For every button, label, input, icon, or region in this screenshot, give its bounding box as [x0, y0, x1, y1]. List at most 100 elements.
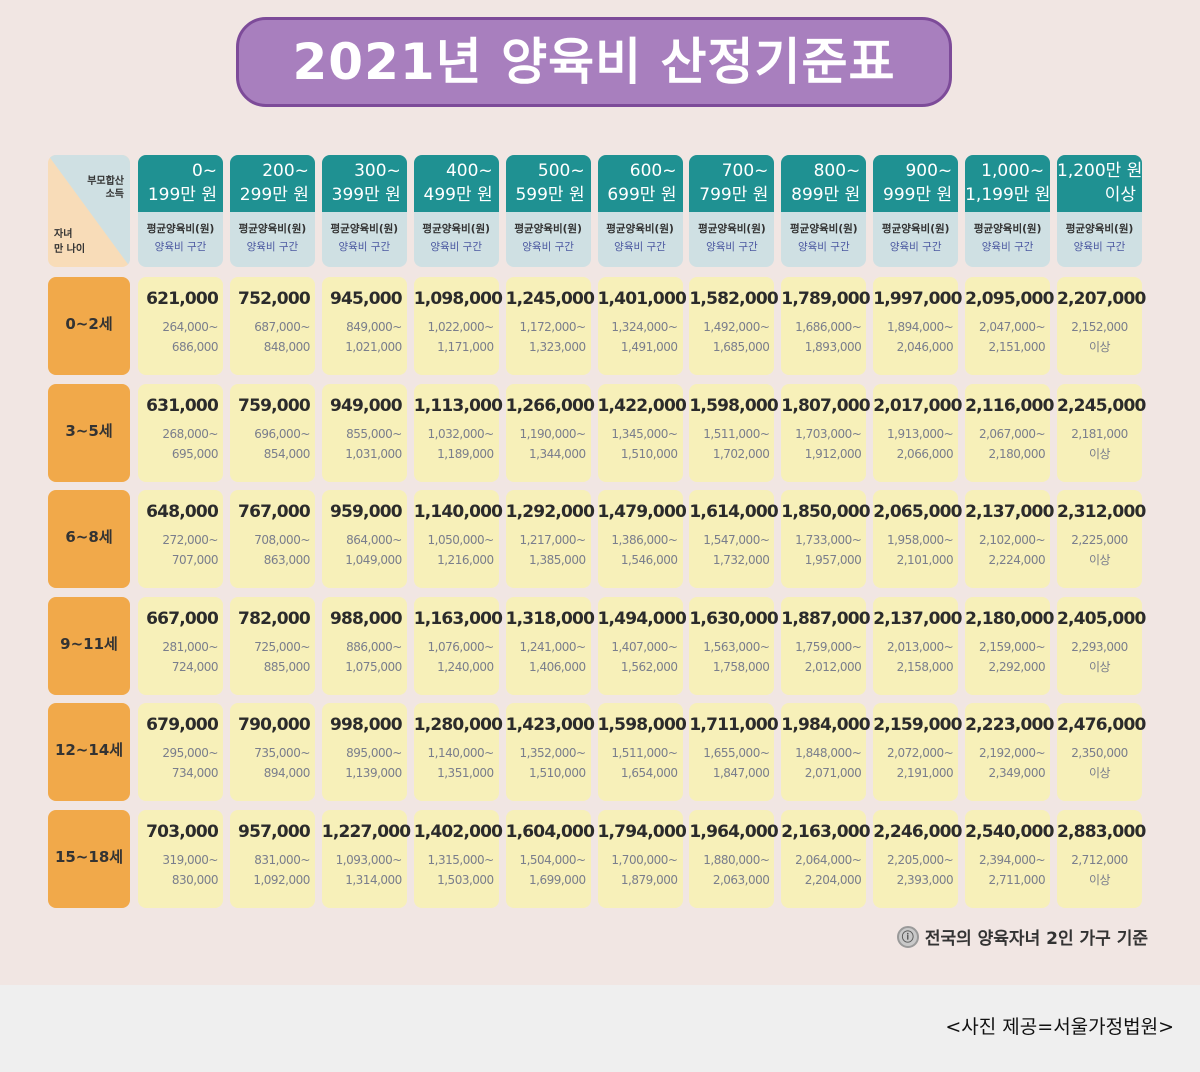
- table-cell: 667,000 281,000~ 724,000: [138, 596, 223, 695]
- support-range-label: 양육비 구간: [430, 241, 482, 253]
- average-support: 1,984,000: [781, 715, 870, 736]
- table-cell: 2,116,000 2,067,000~ 2,180,000: [965, 383, 1054, 482]
- range-from: 1,733,000~: [795, 533, 862, 548]
- footnote-text: 전국의 양육자녀 2인 가구 기준: [924, 929, 1148, 949]
- support-range: 886,000~ 1,075,000: [322, 637, 402, 677]
- range-from: 2,013,000~: [887, 639, 954, 654]
- support-range: 1,241,000~ 1,406,000: [506, 637, 586, 677]
- table-cell: 988,000 886,000~ 1,075,000: [321, 596, 407, 695]
- income-bracket-line1: 500~: [537, 161, 585, 181]
- avg-support-label: 평균양육비(원): [1065, 223, 1134, 235]
- income-bracket-line1: 700~: [721, 161, 769, 181]
- range-from: 2,192,000~: [978, 746, 1046, 761]
- table-cell: 2,246,000 2,205,000~ 2,393,000: [873, 810, 963, 908]
- table-cell: 1,245,000 1,172,000~ 1,323,000: [505, 277, 595, 375]
- avg-support-label: 평균양육비(원): [422, 223, 490, 235]
- range-from: 2,712,000: [1071, 853, 1128, 867]
- range-to: 1,847,000: [712, 766, 770, 781]
- income-bracket-line1: 1,000~: [981, 161, 1045, 181]
- average-support: 1,163,000: [413, 608, 503, 629]
- support-range: 1,190,000~ 1,344,000: [506, 424, 586, 464]
- range-to: 1,503,000: [437, 873, 494, 887]
- income-bracket: 300~ 399만 원: [321, 155, 407, 212]
- support-range: 1,093,000~ 1,314,000: [322, 850, 403, 890]
- age-group-label: 15~18세: [48, 810, 130, 908]
- income-bracket-line1: 300~: [354, 161, 401, 181]
- average-support: 1,423,000: [505, 715, 595, 736]
- range-to: 686,000: [171, 340, 219, 354]
- range-to: 1,702,000: [712, 446, 770, 461]
- support-range: 2,047,000~ 2,151,000: [965, 317, 1046, 357]
- range-to: 2,158,000: [896, 659, 954, 674]
- range-from: 2,350,000: [1071, 746, 1128, 761]
- income-bracket-line2: 399만 원: [331, 185, 401, 205]
- range-from: 319,000~: [162, 853, 218, 867]
- support-range: 2,064,000~ 2,204,000: [781, 850, 862, 890]
- range-to: 1,879,000: [620, 873, 678, 887]
- income-bracket-line2: 299만 원: [239, 185, 309, 205]
- range-to: 1,510,000: [529, 766, 586, 781]
- table-cell: 790,000 735,000~ 894,000: [229, 703, 315, 802]
- average-support: 648,000: [146, 502, 219, 523]
- range-to: 1,139,000: [345, 766, 402, 781]
- table-cell: 1,401,000 1,324,000~ 1,491,000: [597, 277, 687, 375]
- income-bracket-line2: 799만 원: [699, 185, 769, 205]
- table-cell: 648,000 272,000~ 707,000: [138, 490, 223, 589]
- avg-support-label: 평균양육비(원): [146, 223, 215, 235]
- support-range: 864,000~ 1,049,000: [322, 530, 402, 570]
- average-support: 1,850,000: [781, 502, 870, 523]
- range-from: 1,190,000~: [519, 426, 586, 441]
- support-range: 1,032,000~ 1,189,000: [414, 424, 495, 464]
- support-range-label: 양육비 구간: [614, 241, 666, 253]
- table-cell: 1,850,000 1,733,000~ 1,957,000: [781, 490, 871, 589]
- table-cell: 1,163,000 1,076,000~ 1,240,000: [413, 596, 503, 695]
- support-range-label: 양육비 구간: [889, 241, 942, 253]
- average-support: 949,000: [329, 395, 403, 416]
- table-cell: 621,000 264,000~ 686,000: [138, 277, 223, 375]
- income-bracket: 900~ 999만 원: [873, 155, 959, 212]
- income-column-header: 400~ 499만 원 평균양육비(원) 양육비 구간: [413, 155, 499, 267]
- support-range: 895,000~ 1,139,000: [322, 743, 402, 783]
- table-cell: 1,964,000 1,880,000~ 2,063,000: [689, 810, 779, 908]
- table-cell: 2,223,000 2,192,000~ 2,349,000: [965, 703, 1054, 802]
- range-to: 894,000: [263, 766, 311, 781]
- support-range: 2,350,000 이상: [1057, 743, 1142, 783]
- support-range: 725,000~ 885,000: [230, 637, 310, 677]
- income-column-header: 0~ 199만 원 평균양육비(원) 양육비 구간: [138, 155, 223, 267]
- table-cell: 782,000 725,000~ 885,000: [229, 596, 315, 695]
- range-from: 2,047,000~: [978, 320, 1046, 334]
- table-cell: 1,423,000 1,352,000~ 1,510,000: [505, 703, 595, 802]
- table-cell: 2,405,000 2,293,000 이상: [1057, 596, 1146, 695]
- range-from: 2,394,000~: [978, 853, 1046, 867]
- table-cell: 2,159,000 2,072,000~ 2,191,000: [873, 703, 963, 802]
- income-column-header: 600~ 699만 원 평균양육비(원) 양육비 구간: [597, 155, 683, 267]
- range-from: 272,000~: [162, 533, 218, 548]
- range-from: 2,205,000~: [887, 853, 954, 867]
- range-to: 2,191,000: [896, 766, 954, 781]
- range-from: 1,050,000~: [427, 533, 495, 548]
- support-range: 2,181,000 이상: [1057, 424, 1142, 464]
- average-support: 1,598,000: [689, 395, 778, 416]
- average-support: 2,017,000: [873, 395, 962, 416]
- range-to: 885,000: [263, 659, 311, 674]
- support-range: 1,217,000~ 1,385,000: [506, 530, 586, 570]
- support-range: 1,386,000~ 1,546,000: [598, 530, 678, 570]
- range-to: 1,171,000: [437, 340, 494, 354]
- table-cell: 1,711,000 1,655,000~ 1,847,000: [689, 703, 779, 802]
- average-support: 2,207,000: [1057, 289, 1146, 309]
- range-from: 1,511,000~: [703, 426, 770, 441]
- income-bracket: 0~ 199만 원: [138, 155, 223, 212]
- support-range: 2,072,000~ 2,191,000: [873, 743, 954, 783]
- range-to: 2,711,000: [988, 873, 1046, 887]
- range-to: 이상: [1088, 659, 1111, 674]
- income-bracket-line2: 1,199만 원: [965, 185, 1051, 205]
- age-group-label: 9~11세: [48, 596, 130, 695]
- range-from: 1,140,000~: [427, 746, 495, 761]
- support-range-label: 양육비 구간: [246, 241, 299, 253]
- support-range: 2,159,000~ 2,292,000: [965, 637, 1046, 677]
- range-to: 이상: [1088, 446, 1111, 461]
- table-cell: 1,318,000 1,241,000~ 1,406,000: [505, 596, 595, 695]
- support-range: 1,022,000~ 1,171,000: [414, 317, 495, 357]
- range-to: 695,000: [171, 446, 219, 461]
- support-range: 2,293,000 이상: [1057, 637, 1142, 677]
